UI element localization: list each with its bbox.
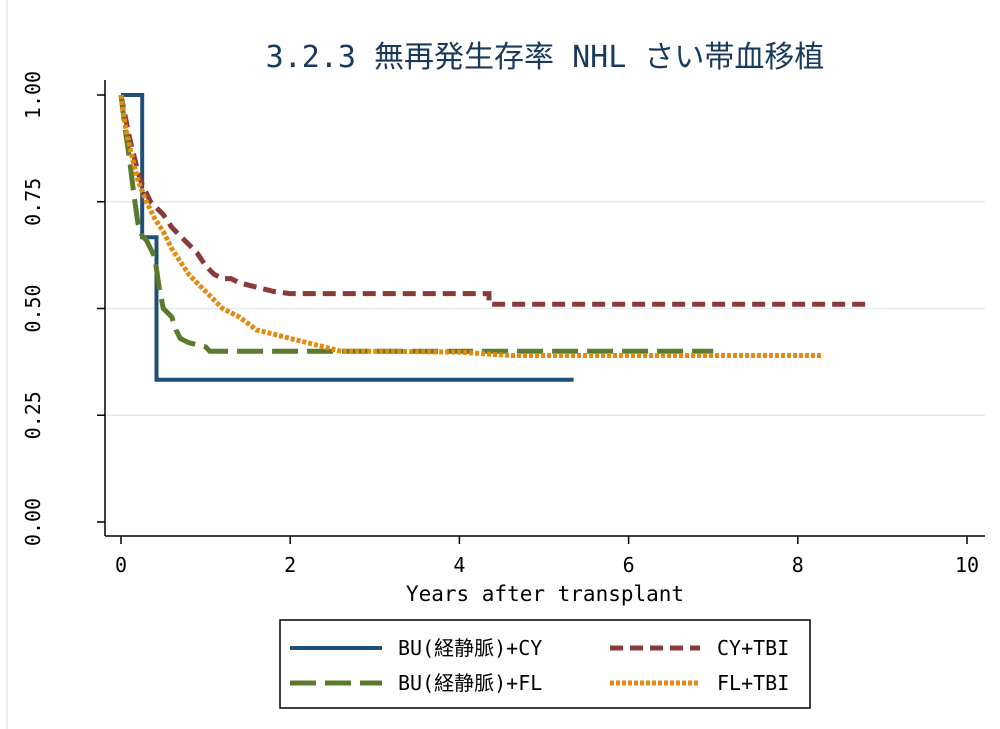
- legend-label-2: CY+TBI: [717, 636, 789, 660]
- series-group: [118, 93, 866, 382]
- x-tick-label: 10: [955, 553, 979, 577]
- series-line-4: [118, 94, 824, 358]
- y-axis: 0.00 0.25 0.50 0.75 1.00: [21, 71, 106, 546]
- x-axis: 0 2 4 6 8 10: [105, 535, 985, 577]
- y-tick-label: 0.25: [21, 391, 45, 439]
- legend: BU(経静脈)+CY CY+TBI BU(経静脈)+FL FL+TBI: [279, 619, 811, 709]
- y-tick-label: 0.00: [21, 498, 45, 546]
- x-tick-label: 2: [284, 553, 296, 577]
- x-tick-label: 6: [623, 553, 635, 577]
- x-tick-label: 4: [453, 553, 465, 577]
- y-tick-label: 1.00: [21, 71, 45, 119]
- x-axis-title: Years after transplant: [406, 582, 684, 606]
- series-line-1: [121, 93, 574, 382]
- series-line-3: [118, 94, 714, 354]
- legend-label-4: FL+TBI: [717, 671, 789, 695]
- chart-title: 3.2.3 無再発生存率 NHL さい帯血移植: [266, 40, 825, 75]
- y-tick-label: 0.75: [21, 178, 45, 226]
- legend-box: [279, 619, 811, 709]
- x-tick-label: 0: [115, 553, 127, 577]
- series-line-2: [118, 94, 866, 307]
- y-tick-label: 0.50: [21, 284, 45, 332]
- grid-lines: [106, 201, 985, 416]
- x-tick-label: 8: [792, 553, 804, 577]
- legend-label-1: BU(経静脈)+CY: [398, 636, 542, 660]
- legend-label-3: BU(経静脈)+FL: [398, 671, 542, 695]
